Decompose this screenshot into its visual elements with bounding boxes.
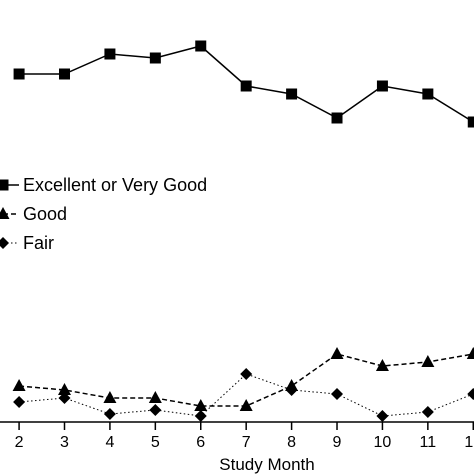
x-axis-ticks: 123456789101112 xyxy=(15,422,474,451)
data-point-excellent-or-very-good xyxy=(149,52,161,64)
data-point-fair xyxy=(149,404,162,416)
series-good xyxy=(12,347,474,411)
series-fair xyxy=(13,368,474,422)
data-point-fair xyxy=(194,410,207,422)
data-point-good xyxy=(58,383,72,395)
data-point-excellent-or-very-good xyxy=(195,40,207,52)
data-point-excellent-or-very-good xyxy=(376,80,388,92)
data-point-excellent-or-very-good xyxy=(59,68,71,80)
data-point-excellent-or-very-good xyxy=(13,68,25,80)
legend-label: Fair xyxy=(23,233,54,253)
data-point-good xyxy=(421,355,435,367)
data-point-good xyxy=(239,399,253,411)
legend-item-excellent-or-very-good: Excellent or Very Good xyxy=(0,175,207,195)
x-tick-label: 5 xyxy=(151,434,160,451)
x-tick-label: 6 xyxy=(196,434,205,451)
x-tick-label: 12 xyxy=(464,434,474,451)
x-tick-label: 9 xyxy=(333,434,342,451)
data-point-fair xyxy=(285,384,298,396)
data-point-fair xyxy=(421,406,434,418)
series-layer xyxy=(12,40,474,422)
data-point-good xyxy=(375,359,389,371)
legend-item-fair: Fair xyxy=(0,233,54,253)
data-point-excellent-or-very-good xyxy=(331,112,343,124)
data-point-good xyxy=(103,391,117,403)
data-point-fair xyxy=(376,410,389,422)
data-point-excellent-or-very-good xyxy=(104,48,116,60)
data-point-fair xyxy=(103,408,116,420)
data-point-fair xyxy=(467,388,474,400)
data-point-good xyxy=(466,347,474,359)
series-excellent-or-very-good xyxy=(13,40,474,128)
x-tick-label: 2 xyxy=(15,434,24,451)
data-point-fair xyxy=(331,388,344,400)
legend-label: Excellent or Very Good xyxy=(23,175,207,195)
data-point-good xyxy=(12,379,26,391)
data-point-fair xyxy=(58,392,71,404)
x-tick-label: 11 xyxy=(420,434,437,451)
data-point-excellent-or-very-good xyxy=(240,80,252,92)
x-axis-title: Study Month xyxy=(219,455,314,474)
data-point-excellent-or-very-good xyxy=(467,116,474,128)
x-tick-label: 10 xyxy=(374,434,392,451)
legend-item-good: Good xyxy=(0,204,67,224)
legend-marker-good xyxy=(0,207,10,219)
data-point-good xyxy=(148,391,162,403)
x-tick-label: 7 xyxy=(242,434,251,451)
data-point-fair xyxy=(13,396,26,408)
x-tick-label: 3 xyxy=(60,434,69,451)
legend: Excellent or Very Good Good Fair xyxy=(0,175,207,253)
data-point-excellent-or-very-good xyxy=(286,88,298,100)
data-point-good xyxy=(330,347,344,359)
x-tick-label: 8 xyxy=(287,434,296,451)
x-tick-label: 4 xyxy=(105,434,114,451)
data-point-fair xyxy=(240,368,253,380)
data-point-excellent-or-very-good xyxy=(422,88,434,100)
data-point-good xyxy=(194,399,208,411)
legend-label: Good xyxy=(23,204,67,224)
